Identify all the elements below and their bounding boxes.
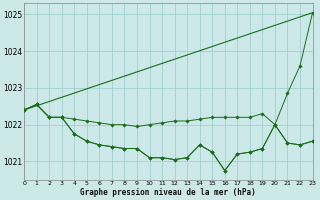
X-axis label: Graphe pression niveau de la mer (hPa): Graphe pression niveau de la mer (hPa) bbox=[80, 188, 256, 197]
